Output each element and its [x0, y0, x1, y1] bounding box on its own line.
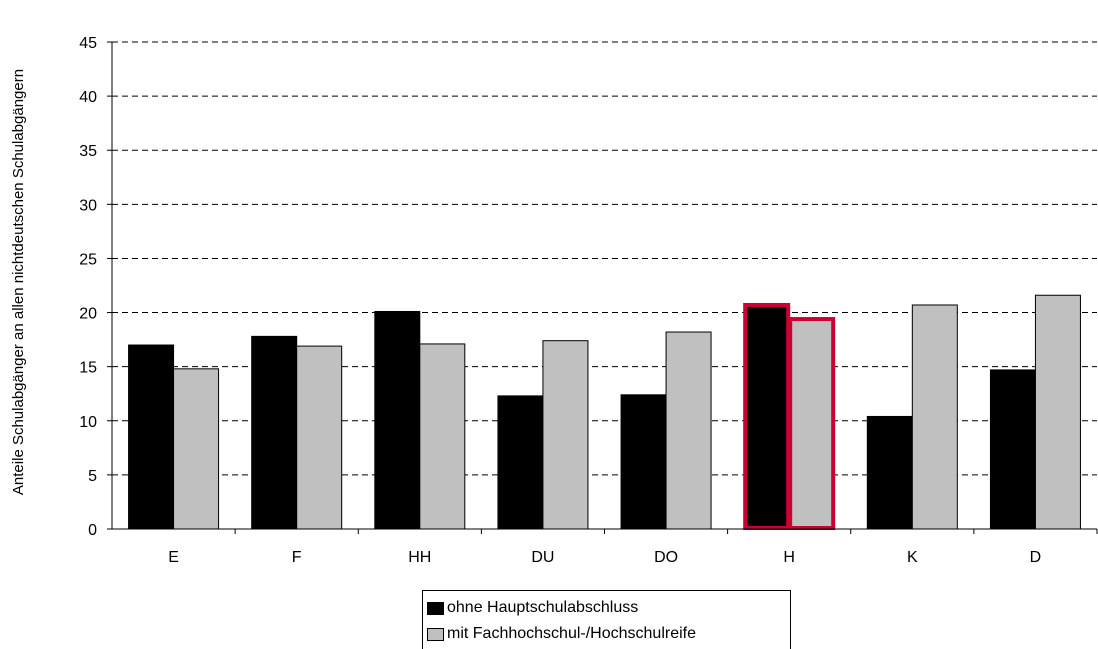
y-tick-label: 25 — [79, 251, 97, 268]
y-tick-label: 20 — [79, 306, 97, 323]
legend-swatch-black — [427, 602, 444, 615]
y-tick-label: 30 — [79, 197, 97, 214]
bar-D-series-2 — [1035, 295, 1080, 529]
legend-label: ohne Hauptschulabschluss — [447, 599, 638, 617]
legend-item-series-1: ohne Hauptschulabschluss — [427, 595, 790, 621]
y-tick-labels: 0 5 10 15 20 25 30 35 40 45 — [79, 35, 97, 539]
bar-F-series-2 — [297, 346, 342, 529]
bar-HH-series-1 — [375, 311, 420, 529]
x-tick-label: D — [1030, 549, 1042, 566]
y-tick-label: 5 — [88, 468, 97, 485]
x-tick-label: E — [168, 549, 179, 566]
bar-K-series-1 — [867, 416, 912, 529]
bar-DO-series-2 — [666, 332, 711, 529]
bar-DU-series-2 — [543, 341, 588, 529]
y-tick-label: 10 — [79, 414, 97, 431]
x-tick-label: HH — [408, 549, 431, 566]
bar-H-series-2 — [789, 319, 834, 529]
x-tick-label: DO — [654, 549, 678, 566]
y-axis-title: Anteile Schulabgänger an allen nichtdeut… — [10, 69, 27, 495]
legend-item-series-2: mit Fachhochschul-/Hochschulreife — [427, 621, 790, 647]
x-tick-label: DU — [531, 549, 554, 566]
bar-F-series-1 — [252, 336, 297, 529]
bar-chart: 0 5 10 15 20 25 30 35 40 45 E F HH DU DO H K D Anteile S… — [0, 0, 1098, 590]
legend: ohne Hauptschulabschluss mit Fachhochsch… — [422, 590, 791, 649]
bar-E-series-2 — [174, 369, 219, 529]
y-tick-label: 35 — [79, 143, 97, 160]
bar-D-series-1 — [990, 370, 1035, 529]
bar-K-series-2 — [912, 305, 957, 529]
y-tick-label: 45 — [79, 35, 97, 52]
bar-E-series-1 — [129, 345, 174, 529]
y-tick-label: 0 — [88, 522, 97, 539]
legend-swatch-grey — [427, 628, 444, 641]
bar-DU-series-1 — [498, 396, 543, 529]
y-tick-label: 15 — [79, 360, 97, 377]
x-tick-labels: E F HH DU DO H K D — [168, 549, 1041, 566]
y-tick-label: 40 — [79, 89, 97, 106]
x-tick-label: H — [783, 549, 795, 566]
bar-H-series-1 — [744, 305, 789, 529]
x-tick-label: K — [907, 549, 918, 566]
bar-DO-series-1 — [621, 395, 666, 529]
bars — [129, 295, 1081, 529]
legend-label: mit Fachhochschul-/Hochschulreife — [447, 625, 696, 643]
bar-HH-series-2 — [420, 344, 465, 529]
x-tick-label: F — [292, 549, 302, 566]
